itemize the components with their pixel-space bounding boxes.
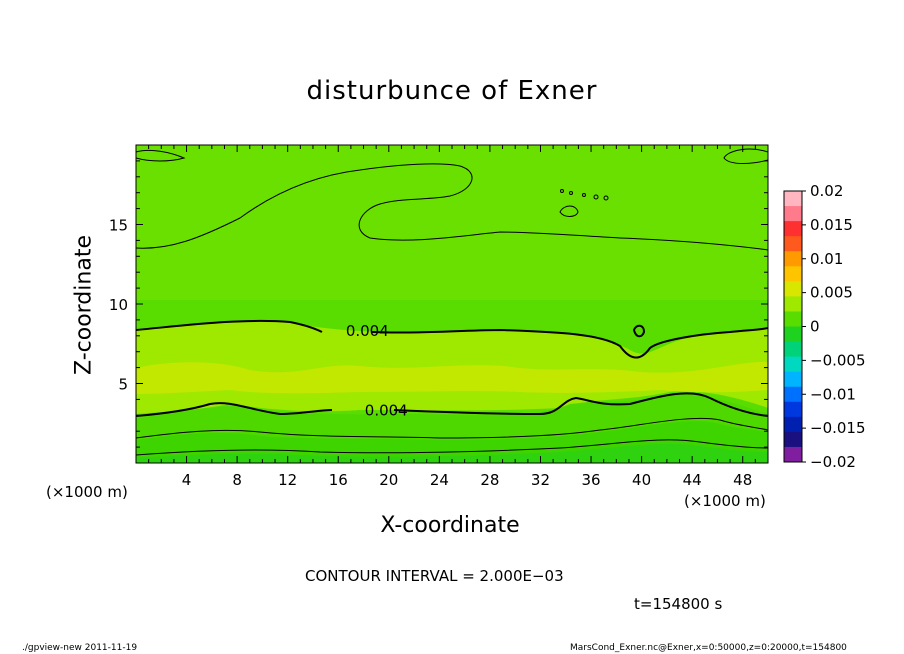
colorbar-swatch (784, 281, 802, 297)
x-tick-label: 40 (632, 471, 651, 489)
contour-labels: 0.004 0.004 (346, 322, 408, 420)
colorbar-swatch (784, 266, 802, 282)
colorbar-swatch (784, 416, 802, 433)
colorbar-label: 0.015 (810, 216, 853, 234)
colorbar-swatch (784, 341, 802, 358)
colorbar-swatch (784, 191, 802, 207)
colorbar-swatch (784, 251, 802, 267)
x-tick-label: 28 (480, 471, 499, 489)
colorbar-swatch (784, 446, 802, 463)
contour-lines-thick (136, 319, 768, 417)
colorbar-label: −0.01 (810, 385, 856, 403)
colorbar-label: 0.01 (810, 250, 843, 268)
colorbar-swatch (784, 221, 802, 237)
colorbar-swatch (784, 236, 802, 252)
x-tick-label: 20 (379, 471, 398, 489)
colorbar-swatch (784, 431, 802, 448)
x-axis: 4 8 12 16 20 24 28 32 36 40 44 48 (148, 145, 756, 489)
x-unit-label-left: (×1000 m) (46, 483, 128, 501)
contour-interval-note: CONTOUR INTERVAL = 2.000E−03 (305, 567, 564, 585)
contour-label: 0.004 (346, 322, 389, 340)
colorbar-swatch (784, 401, 802, 418)
x-tick-label: 16 (329, 471, 348, 489)
field-region-core (136, 361, 768, 394)
colorbar-swatch (784, 386, 802, 403)
time-stamp: t=154800 s (634, 595, 723, 613)
field-region-upper (136, 145, 768, 300)
x-tick-label: 8 (232, 471, 242, 489)
colorbar-label: −0.005 (810, 351, 866, 369)
plot-field (136, 145, 768, 463)
contour-label: 0.004 (365, 402, 408, 420)
contour-lines-thin (136, 148, 768, 456)
colorbar-swatch (784, 371, 802, 388)
x-axis-label: X-coordinate (380, 513, 520, 538)
y-axis: 5 10 15 (109, 160, 768, 448)
y-tick-label: 15 (109, 217, 128, 235)
colorbar-label: 0.005 (810, 284, 853, 302)
colorbar-swatch (784, 296, 802, 312)
x-tick-label: 32 (531, 471, 550, 489)
x-tick-label: 48 (733, 471, 752, 489)
colorbar-swatch (784, 206, 802, 222)
chart-title: disturbunce of Exner (306, 76, 598, 106)
y-tick-label: 5 (118, 376, 128, 394)
colorbar-label: −0.015 (810, 419, 866, 437)
colorbar: 0.02 0.015 0.01 0.005 0 −0.005 −0.01 −0.015 −0.0… (783, 182, 866, 471)
footer-right: MarsCond_Exner.nc@Exner,x=0:50000,z=0:20… (570, 643, 847, 653)
colorbar-swatch (784, 356, 802, 373)
y-tick-label: 10 (109, 296, 128, 314)
colorbar-label: 0 (810, 318, 820, 336)
x-tick-label: 12 (278, 471, 297, 489)
x-tick-label: 44 (683, 471, 702, 489)
colorbar-label: −0.02 (810, 453, 856, 471)
x-unit-label-right: (×1000 m) (684, 492, 766, 510)
colorbar-swatch (784, 326, 802, 343)
x-tick-label: 36 (581, 471, 600, 489)
x-tick-label: 24 (430, 471, 449, 489)
y-axis-label: Z-coordinate (71, 235, 97, 375)
footer-left: ./gpview-new 2011-11-19 (22, 643, 138, 653)
x-tick-label: 4 (182, 471, 192, 489)
colorbar-swatch (784, 311, 802, 327)
colorbar-label: 0.02 (810, 182, 843, 200)
field-region-lower3 (136, 443, 768, 463)
